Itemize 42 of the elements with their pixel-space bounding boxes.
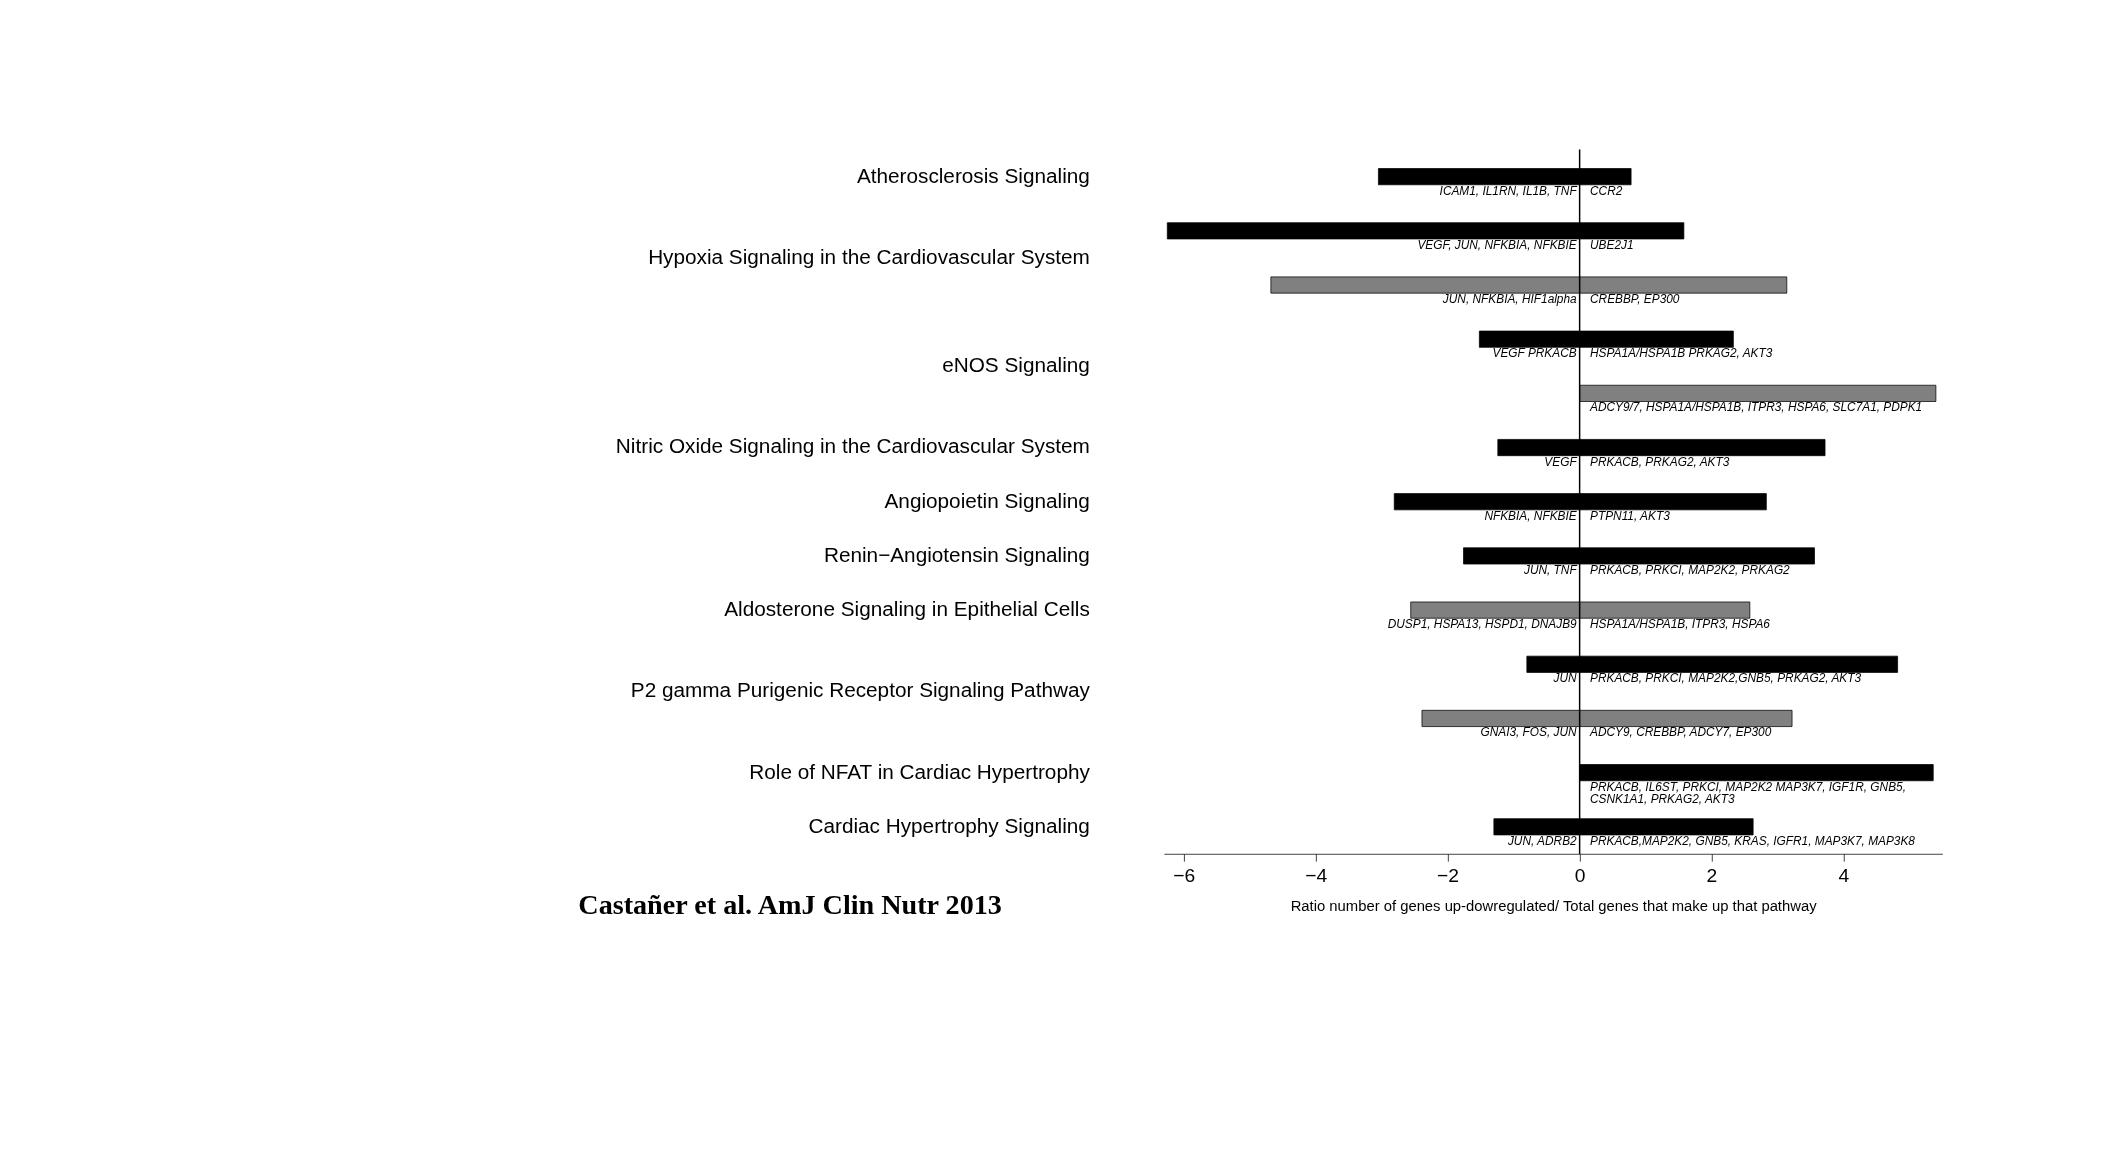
y-tick-label: Aldosterone Signaling in Epithelial Cells xyxy=(724,597,1090,621)
y-tick-label: Nitric Oxide Signaling in the Cardiovascular System xyxy=(615,434,1090,458)
y-tick-label: Angiopoietin Signaling xyxy=(884,488,1090,512)
data-label: ICAM1, IL1RN, IL1B, TNF xyxy=(1439,183,1578,198)
data-label: HSPA1A/HSPA1B, ITPR3, HSPA6 xyxy=(1590,617,1771,632)
data-label: GNAI3, FOS, JUN xyxy=(1480,725,1578,740)
text: Castañer et al. AmJ Clin Nutr 2013 xyxy=(578,888,1002,920)
data-label: JUN, TNF xyxy=(1522,562,1578,577)
data-label: ADCY9/7, HSPA1A/HSPA1B, ITPR3, HSPA6, SLC7A1, PDPK1 xyxy=(1589,400,1923,415)
y-tick-label: Atherosclerosis Signaling xyxy=(856,163,1090,187)
y-tick-label: Role of NFAT in Cardiac Hypertrophy xyxy=(749,759,1091,783)
y-tick-label: Cardiac Hypertrophy Signaling xyxy=(808,813,1090,837)
data-label: DUSP1, HSPA13, HSPD1, DNAJB9 xyxy=(1387,617,1578,632)
data-label: PRKACB, PRKAG2, AKT3 xyxy=(1590,454,1730,469)
data-label: PRKACB, IL6ST, PRKCI, MAP2K2 MAP3K7, IGF1R, GNB5, CSNK1A1, PRKAG2, AKT3 xyxy=(1590,779,1906,806)
x-tick-label: −2 xyxy=(1437,864,1460,886)
x-tick-label: 4 xyxy=(1838,864,1850,886)
data-label: PRKACB, PRKCI, MAP2K2,GNB5, PRKAG2, AKT3 xyxy=(1590,671,1862,686)
data-label: PRKACB, PRKCI, MAP2K2, PRKAG2 xyxy=(1590,562,1791,577)
y-tick-label: Hypoxia Signaling in the Cardiovascular System xyxy=(648,244,1090,268)
data-label: ADCY9, CREBBP, ADCY7, EP300 xyxy=(1589,725,1772,740)
data-label: JUN, NFKBIA, HIF1alpha xyxy=(1441,292,1578,307)
x-tick-label: 0 xyxy=(1574,864,1586,886)
data-label: PRKACB,MAP2K2, GNB5, KRAS, IGFR1, MAP3K7, MAP3K8 xyxy=(1590,833,1916,848)
data-label: UBE2J1 xyxy=(1590,237,1634,252)
data-label: HSPA1A/HSPA1B PRKAG2, AKT3 xyxy=(1590,346,1773,361)
data-label: CREBBP, EP300 xyxy=(1590,292,1680,307)
data-label: CCR2 xyxy=(1590,183,1623,198)
y-tick-label: Renin−Angiotensin Signaling xyxy=(823,542,1090,566)
data-label: NFKBIA, NFKBIE xyxy=(1484,508,1578,523)
data-label: JUN, ADRB2 xyxy=(1506,833,1578,848)
y-tick-label: eNOS Signaling xyxy=(942,353,1090,377)
x-tick-label: −4 xyxy=(1305,864,1328,886)
data-label: PTPN11, AKT3 xyxy=(1590,508,1671,523)
y-tick-label: P2 gamma Purigenic Receptor Signaling Pathway xyxy=(630,678,1091,702)
data-label: VEGF xyxy=(1544,454,1578,469)
data-label: VEGF, JUN, NFKBIA, NFKBIE xyxy=(1417,237,1578,252)
x-tick-label: −6 xyxy=(1173,864,1196,886)
data-label: JUN xyxy=(1552,671,1578,686)
x-axis-title: Ratio number of genes up-dowregulated/ Total genes that make up that pathway xyxy=(1290,897,1818,914)
x-tick-label: 2 xyxy=(1706,864,1718,886)
data-label: VEGF PRKACB xyxy=(1492,346,1577,361)
